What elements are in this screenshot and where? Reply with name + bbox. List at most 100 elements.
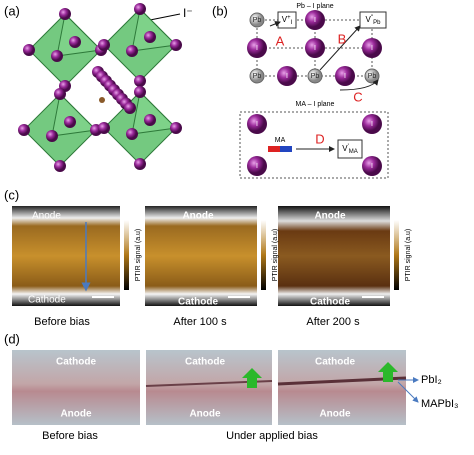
atom xyxy=(247,38,267,58)
electrode-label: Anode xyxy=(60,409,92,420)
atom xyxy=(362,156,382,176)
electrode-label: Cathode xyxy=(178,297,218,308)
atom-label: Pb xyxy=(311,73,320,80)
iodide-sphere xyxy=(54,160,66,172)
photo xyxy=(278,350,406,425)
path-label: B xyxy=(338,31,347,46)
ma-molecule xyxy=(268,146,280,152)
electrode-label: Anode xyxy=(189,409,221,420)
ptir-image xyxy=(278,206,390,306)
iodide-sphere xyxy=(23,44,35,56)
atom xyxy=(277,66,297,86)
iodide-sphere xyxy=(18,124,30,136)
octahedron-face xyxy=(131,90,178,135)
atom-label: I xyxy=(286,73,288,80)
iodide-sphere xyxy=(134,86,146,98)
vacancy-label: V''Pb xyxy=(366,15,382,26)
ion-label: I⁻ xyxy=(183,6,193,20)
atom-label: Pb xyxy=(253,17,262,24)
iodide-sphere xyxy=(51,50,63,62)
iodide-sphere xyxy=(54,88,66,100)
scale-bar xyxy=(228,296,250,298)
caption: Before bias xyxy=(34,316,90,328)
path-arrow xyxy=(319,25,361,71)
ptir-image xyxy=(12,206,120,306)
atom xyxy=(335,66,355,86)
panel-b: (b) Pb – I plane Pb I I I I Pb I Pb I Pb V+I V''P… xyxy=(212,3,389,179)
vacancy-label: V+I xyxy=(282,15,293,26)
caption: Before bias xyxy=(42,430,98,442)
iodide-sphere xyxy=(126,45,138,57)
panel-c: (c) PTIR signal (a.u) PTIR signal (a.u) … xyxy=(4,187,412,327)
iodide-sphere xyxy=(126,128,138,140)
panel-a: (a) I⁻ xyxy=(4,3,193,172)
plane-box xyxy=(239,111,389,179)
pointer xyxy=(149,13,181,21)
electrode-label: Anode xyxy=(319,409,351,420)
plane-title: MA – I plane xyxy=(296,101,335,108)
iodide-sphere xyxy=(59,8,71,20)
panel-label: (b) xyxy=(212,3,228,18)
atom xyxy=(249,68,265,84)
colorbar-label: PTIR signal (a.u) xyxy=(272,229,279,282)
atom-label: I xyxy=(256,45,258,52)
atom-label: I xyxy=(344,73,346,80)
panel-label: (a) xyxy=(4,3,20,18)
ma-label: MA xyxy=(275,137,286,144)
ptir-image xyxy=(145,206,257,306)
electrode-label: Anode xyxy=(32,211,61,222)
plane-title: Pb – I plane xyxy=(296,3,333,10)
atom xyxy=(247,156,267,176)
migration-sphere xyxy=(124,102,136,114)
electrode-label: Cathode xyxy=(28,295,66,306)
layer-label: PbI₂ xyxy=(421,374,442,386)
vacancy-box xyxy=(277,11,297,29)
caption: After 200 s xyxy=(306,316,360,328)
panel-label: (d) xyxy=(4,331,20,346)
electrode-label: Cathode xyxy=(185,357,225,368)
octahedron-face xyxy=(56,12,103,57)
colorbar-label: PTIR signal (a.u) xyxy=(135,229,142,282)
atom xyxy=(247,114,267,134)
iodide-sphere xyxy=(69,36,81,48)
atom-label: I xyxy=(256,121,258,128)
iodide-sphere xyxy=(64,116,76,128)
atom xyxy=(305,10,325,30)
colorbar xyxy=(124,220,129,290)
caption: Under applied bias xyxy=(226,430,318,442)
iodide-sphere xyxy=(134,75,146,87)
octahedron-face xyxy=(131,7,178,52)
atom-label: I xyxy=(371,121,373,128)
octahedron-face xyxy=(51,92,98,137)
path-arrow xyxy=(269,21,281,27)
colorbar xyxy=(261,220,266,290)
panel-d: (d) Cathode Anode Cathode Anode Cathode … xyxy=(4,331,459,441)
iodide-sphere xyxy=(98,39,110,51)
atoms: Pb I I I I Pb I Pb I Pb xyxy=(247,10,382,86)
atom xyxy=(305,38,325,58)
electrode-label: Cathode xyxy=(56,357,96,368)
atom-label: I xyxy=(314,17,316,24)
path-label: C xyxy=(353,89,362,104)
caption: After 100 s xyxy=(173,316,227,328)
iodide-sphere xyxy=(134,158,146,170)
colorbar-label: PTIR signal (a.u) xyxy=(405,229,412,282)
atom-label: I xyxy=(371,45,373,52)
pointer xyxy=(397,381,419,403)
path-label: D xyxy=(315,131,324,146)
atom-label: I xyxy=(314,45,316,52)
ma-molecule xyxy=(280,146,292,152)
atoms: I I I I xyxy=(247,114,382,176)
atom xyxy=(362,38,382,58)
electrode-label: Cathode xyxy=(315,357,355,368)
photo xyxy=(12,350,140,425)
green-arrow xyxy=(378,362,398,382)
layer-label: MAPbI₃ xyxy=(421,398,459,410)
atom-label: Pb xyxy=(253,73,262,80)
scale-bar xyxy=(92,296,114,298)
ma-cation xyxy=(99,97,105,103)
colorbar xyxy=(394,220,399,290)
atom-label: I xyxy=(256,163,258,170)
atom xyxy=(362,114,382,134)
